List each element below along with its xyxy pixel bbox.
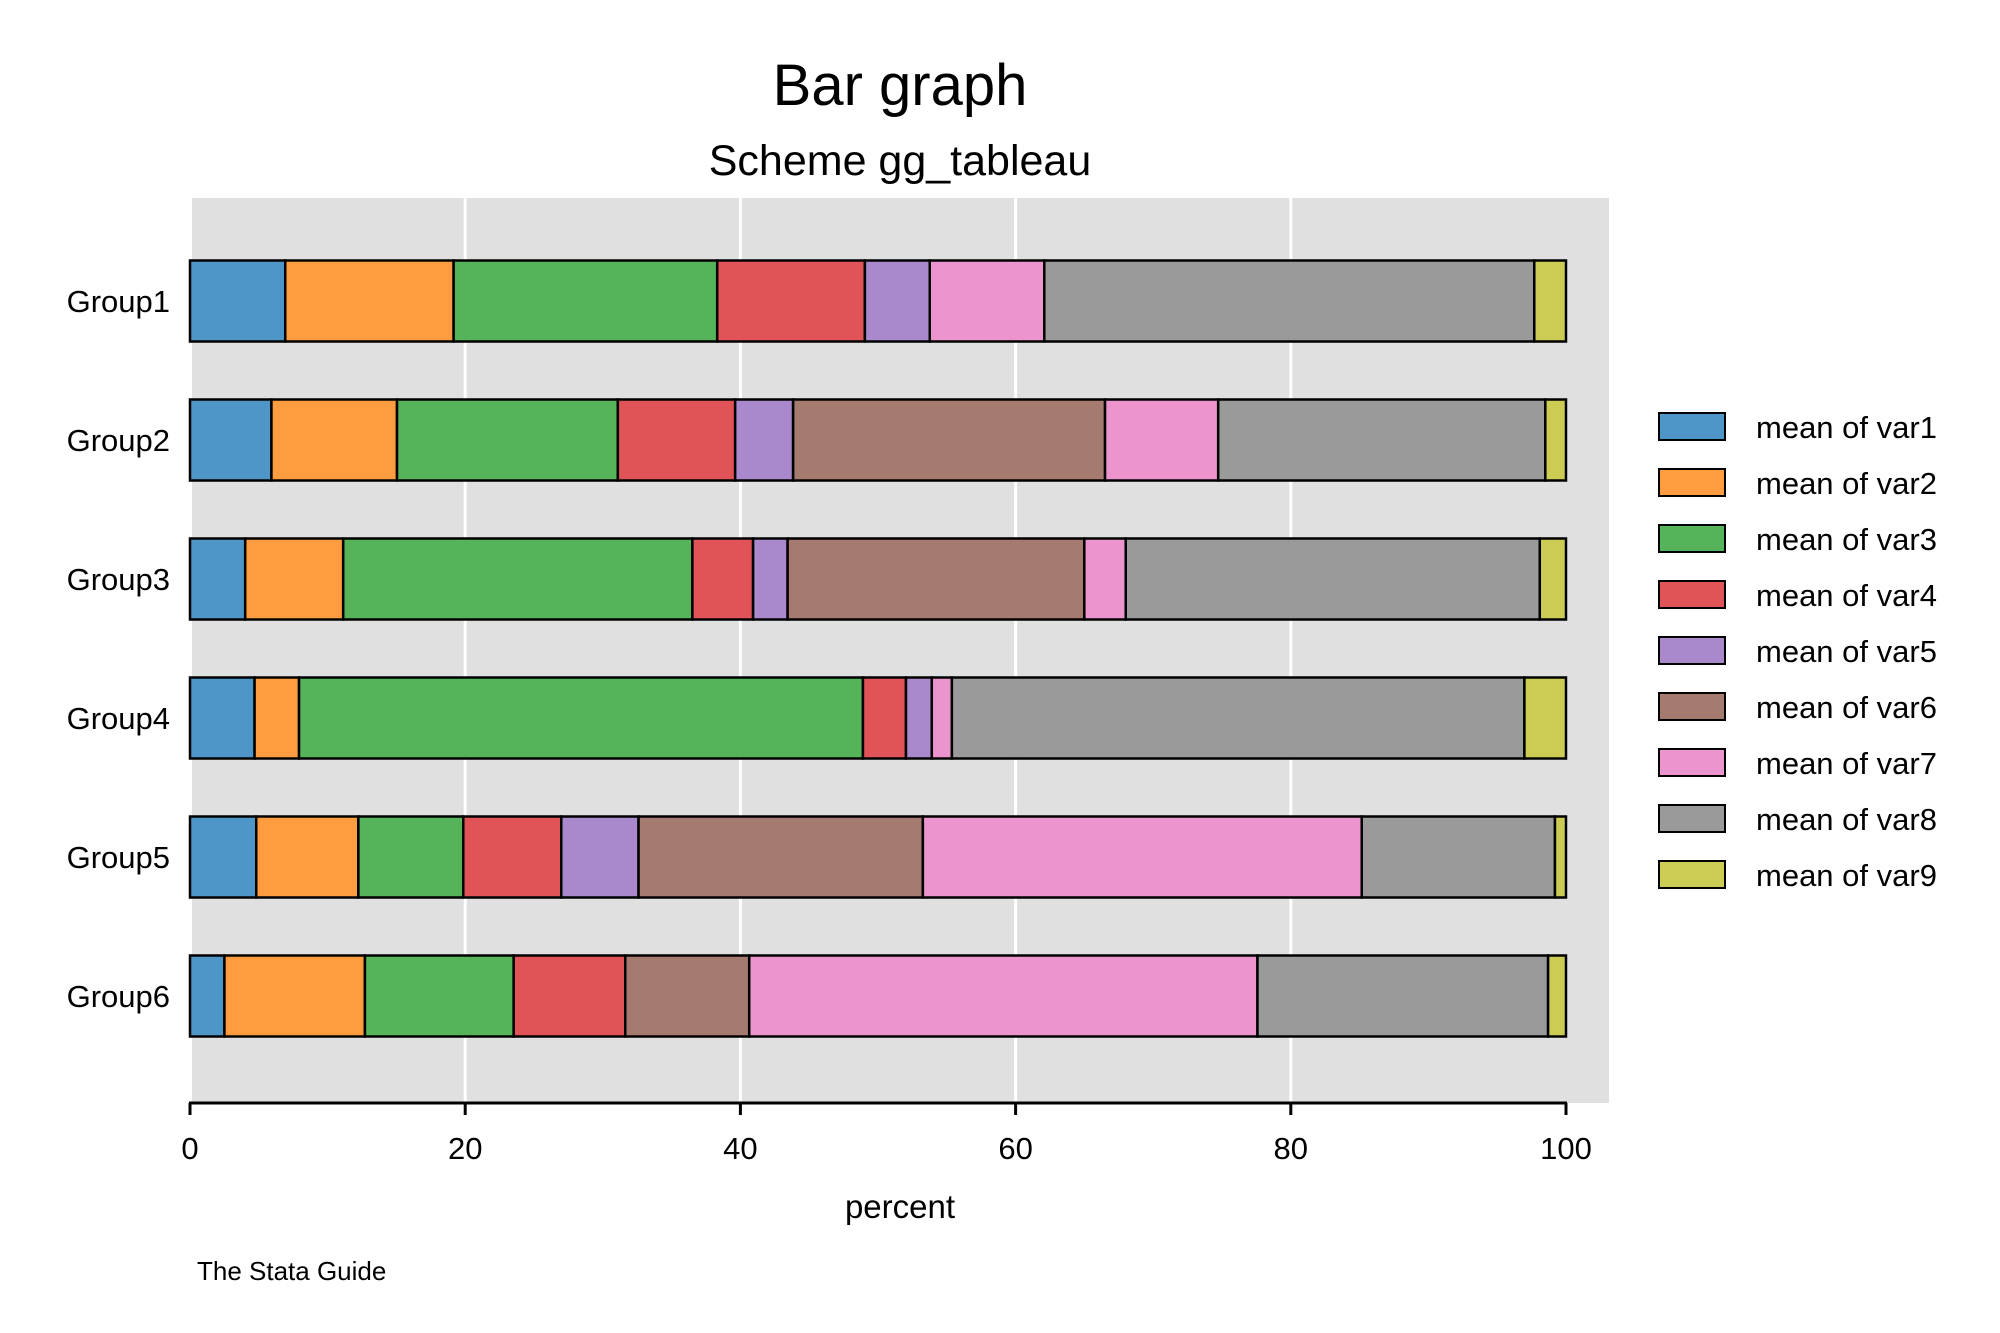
bar-segment (395, 398, 620, 482)
bar-segment (616, 398, 737, 482)
bar-segment (1083, 537, 1127, 621)
bar-segment (1256, 954, 1550, 1038)
bar-segment (462, 815, 563, 899)
legend-label: mean of var6 (1756, 690, 1937, 725)
legend-label: mean of var1 (1756, 410, 1937, 445)
x-tick-label: 40 (723, 1131, 757, 1166)
bar-segment (751, 537, 789, 621)
bar-segment (691, 537, 755, 621)
y-category-label: Group1 (67, 284, 170, 319)
bar-segment (863, 259, 932, 343)
bar-segment (253, 676, 301, 760)
bar-segment (733, 398, 795, 482)
bar-segment (243, 537, 345, 621)
x-tick-label: 0 (181, 1131, 198, 1166)
bar-segment (297, 676, 865, 760)
chart-subtitle: Scheme gg_tableau (709, 137, 1092, 185)
bar-segment (188, 954, 226, 1038)
legend-label: mean of var8 (1756, 802, 1937, 837)
bar-segment (1533, 259, 1568, 343)
bar-segment (283, 259, 455, 343)
x-tick-label: 20 (448, 1131, 482, 1166)
legend-swatch (1658, 804, 1726, 833)
bar-segment (270, 398, 399, 482)
legend: mean of var1 mean of var2 mean of var3 mean… (1658, 410, 1937, 893)
legend-swatch (1658, 636, 1726, 665)
bar-segment (188, 815, 258, 899)
bar-segment (1043, 259, 1536, 343)
x-tick-label: 100 (1540, 1131, 1592, 1166)
bar-segment (904, 676, 934, 760)
chart-title: Bar graph (773, 53, 1028, 118)
legend-swatch (1658, 692, 1726, 721)
bar-segment (357, 815, 465, 899)
bar-segment (188, 398, 273, 482)
bar-segment (1216, 398, 1547, 482)
y-category-label: Group3 (67, 562, 170, 597)
legend-swatch (1658, 580, 1726, 609)
bar-segment (791, 398, 1107, 482)
bar-segment (624, 954, 751, 1038)
bar-segment (930, 676, 954, 760)
legend-label: mean of var5 (1756, 634, 1937, 669)
bar-segment (861, 676, 908, 760)
bar-segment (1546, 954, 1568, 1038)
bar-segment (928, 259, 1046, 343)
x-tick-label: 80 (1274, 1131, 1308, 1166)
y-category-label: Group2 (67, 423, 170, 458)
bar-segment (1538, 537, 1568, 621)
bar-segment (637, 815, 925, 899)
y-category-label: Group6 (67, 979, 170, 1014)
chart-note: The Stata Guide (197, 1256, 386, 1286)
legend-label: mean of var7 (1756, 746, 1937, 781)
bar-segment (512, 954, 627, 1038)
legend-label: mean of var4 (1756, 578, 1937, 613)
bar-segment (1544, 398, 1568, 482)
bar-segment (188, 676, 256, 760)
bar-segment (452, 259, 719, 343)
y-category-label: Group5 (67, 840, 170, 875)
legend-label: mean of var2 (1756, 466, 1937, 501)
gridlines (463, 198, 1293, 1103)
bar-segment (950, 676, 1526, 760)
x-tick-label: 60 (998, 1131, 1032, 1166)
plot-area (192, 198, 1609, 1103)
bar-segment (747, 954, 1259, 1038)
y-axis-labels: Group1 Group2 Group3 Group4 Group5 Group6 (67, 284, 170, 1014)
legend-label: mean of var3 (1756, 522, 1937, 557)
bar-segment (188, 259, 287, 343)
bar-segment (921, 815, 1363, 899)
bar-segment (1124, 537, 1542, 621)
legend-swatch (1658, 748, 1726, 777)
bar-segment (560, 815, 640, 899)
bar-segment (341, 537, 694, 621)
legend-label: mean of var9 (1756, 858, 1937, 893)
bar-segment (786, 537, 1086, 621)
bar-segment (1553, 815, 1568, 899)
bar-segment (363, 954, 515, 1038)
bars (188, 259, 1568, 1038)
x-axis-label: percent (845, 1188, 955, 1225)
bar-segment (254, 815, 360, 899)
bar-segment (1523, 676, 1568, 760)
legend-swatch (1658, 524, 1726, 553)
legend-swatch (1658, 860, 1726, 889)
bar-segment (223, 954, 367, 1038)
x-axis-ticks: 0 20 40 60 80 100 (181, 1103, 1592, 1166)
bar-segment (188, 537, 247, 621)
bar-segment (715, 259, 867, 343)
bar-segment (1103, 398, 1220, 482)
bar-segment (1360, 815, 1557, 899)
legend-swatch (1658, 412, 1726, 441)
legend-swatch (1658, 468, 1726, 497)
y-category-label: Group4 (67, 701, 170, 736)
